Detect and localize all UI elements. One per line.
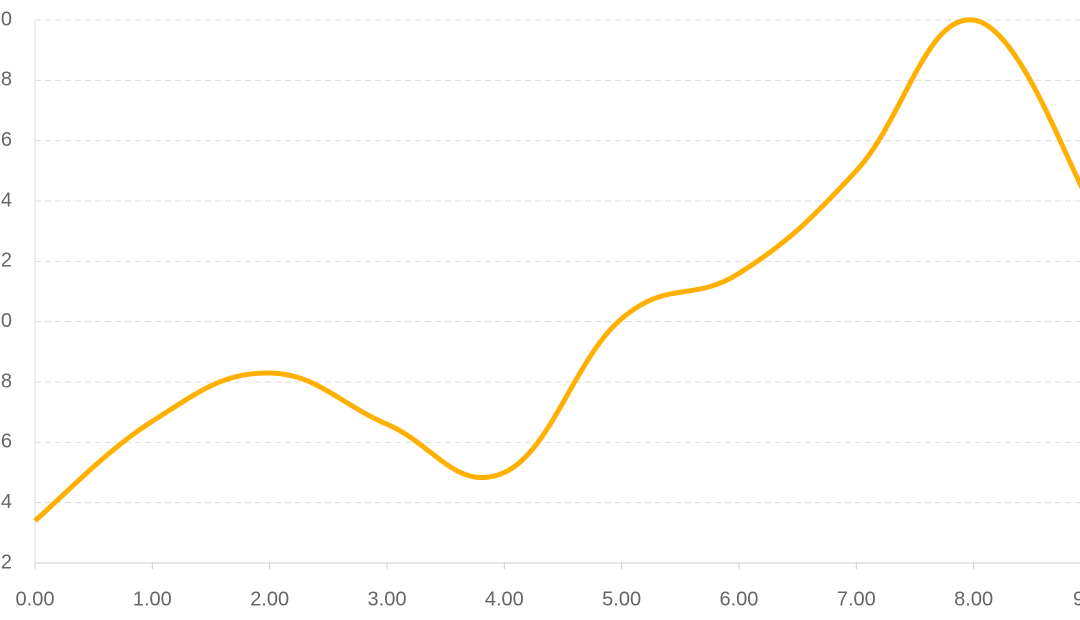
y-tick-label: 4 xyxy=(1,189,12,211)
x-tick-label: 6.00 xyxy=(720,588,759,610)
y-tick-label: 2 xyxy=(1,551,12,573)
y-tick-label: 6 xyxy=(1,129,12,151)
y-tick-label: 0 xyxy=(1,310,12,332)
y-tick-label: 6 xyxy=(1,431,12,453)
y-tick-label: 8 xyxy=(1,69,12,91)
x-tick-label: 5.00 xyxy=(602,588,641,610)
x-tick-label: 7.00 xyxy=(837,588,876,610)
x-tick-label: 0.00 xyxy=(16,588,55,610)
x-tick-label: 8.00 xyxy=(954,588,993,610)
line xyxy=(33,17,1080,523)
x-tick-label: 9 xyxy=(1073,588,1080,610)
y-tick-label: 4 xyxy=(1,491,12,513)
x-tick-label: 1.00 xyxy=(133,588,172,610)
x-tick-label: 2.00 xyxy=(250,588,289,610)
x-tick-label: 3.00 xyxy=(368,588,407,610)
y-tick-label: 0 xyxy=(1,8,12,30)
x-tick-label: 4.00 xyxy=(485,588,524,610)
y-tick-label: 8 xyxy=(1,370,12,392)
y-tick-label: 2 xyxy=(1,250,12,272)
